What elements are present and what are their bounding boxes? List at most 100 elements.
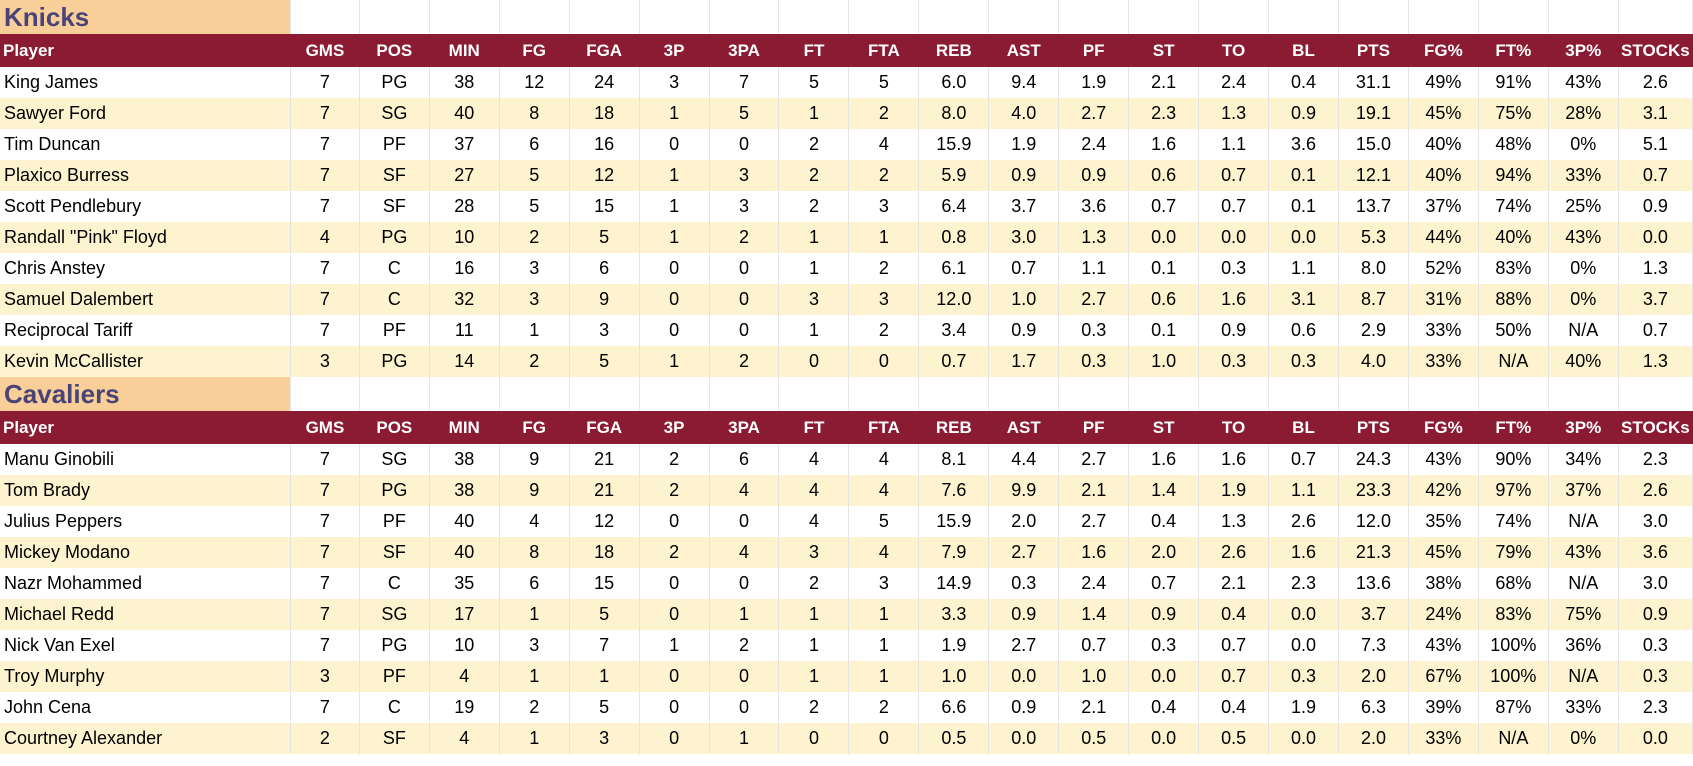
stat-cell[interactable]: 14.9 xyxy=(918,568,990,599)
stat-cell[interactable]: 1 xyxy=(639,160,710,191)
stat-cell[interactable]: 0.1 xyxy=(1268,160,1339,191)
stat-cell[interactable]: 33% xyxy=(1408,346,1479,377)
player-name-cell[interactable]: Plaxico Burress xyxy=(0,160,291,191)
column-header[interactable]: POS xyxy=(359,411,430,444)
column-header[interactable]: 3PA xyxy=(709,34,779,67)
stat-cell[interactable]: 2 xyxy=(778,568,850,599)
stat-cell[interactable]: 1.6 xyxy=(1128,129,1200,160)
stat-cell[interactable]: 3 xyxy=(848,284,920,315)
player-name-cell[interactable]: Kevin McCallister xyxy=(0,346,291,377)
stat-cell[interactable]: C xyxy=(359,284,430,315)
player-name-cell[interactable]: Julius Peppers xyxy=(0,506,291,537)
stat-cell[interactable]: 0 xyxy=(709,692,780,723)
stat-cell[interactable]: 2 xyxy=(499,346,570,377)
stat-cell[interactable]: 0.0 xyxy=(1268,222,1339,253)
stat-cell[interactable]: 0% xyxy=(1548,129,1619,160)
stat-cell[interactable]: 12.0 xyxy=(918,284,990,315)
column-header[interactable]: BL xyxy=(1268,411,1339,444)
stat-cell[interactable]: 15 xyxy=(569,568,640,599)
stat-cell[interactable]: 9 xyxy=(569,284,640,315)
stat-cell[interactable]: 2 xyxy=(639,444,710,475)
column-header[interactable]: FTA xyxy=(848,34,919,67)
stat-cell[interactable]: 40% xyxy=(1478,222,1549,253)
stat-cell[interactable]: 6.1 xyxy=(918,253,990,284)
stat-cell[interactable]: 1 xyxy=(848,661,920,692)
stat-cell[interactable]: 2.3 xyxy=(1618,444,1693,475)
stat-cell[interactable]: 0.0 xyxy=(1268,630,1339,661)
stat-cell[interactable]: 8.7 xyxy=(1338,284,1409,315)
stat-cell[interactable]: 3 xyxy=(499,284,570,315)
stat-cell[interactable]: 11 xyxy=(429,315,500,346)
stat-cell[interactable]: 2 xyxy=(709,346,780,377)
column-header[interactable]: PTS xyxy=(1338,411,1409,444)
stat-cell[interactable]: 2 xyxy=(499,222,570,253)
stat-cell[interactable]: SF xyxy=(359,537,430,568)
stat-cell[interactable]: 2.7 xyxy=(1058,444,1130,475)
stat-cell[interactable]: 2 xyxy=(639,475,710,506)
empty-cell[interactable] xyxy=(1128,377,1200,411)
stat-cell[interactable]: 0.3 xyxy=(1618,630,1693,661)
stat-cell[interactable]: 18 xyxy=(569,537,640,568)
stat-cell[interactable]: 5 xyxy=(499,160,570,191)
stat-cell[interactable]: 0.9 xyxy=(1198,315,1270,346)
player-name-cell[interactable]: Troy Murphy xyxy=(0,661,291,692)
stat-cell[interactable]: PF xyxy=(359,661,430,692)
stat-cell[interactable]: 0.9 xyxy=(988,315,1060,346)
stat-cell[interactable]: 0.4 xyxy=(1198,692,1270,723)
empty-cell[interactable] xyxy=(988,377,1060,411)
stat-cell[interactable]: 2.9 xyxy=(1338,315,1409,346)
stat-cell[interactable]: 0.5 xyxy=(918,723,990,754)
stat-cell[interactable]: 0.3 xyxy=(1268,346,1339,377)
stat-cell[interactable]: 2 xyxy=(848,98,920,129)
stat-cell[interactable]: 5 xyxy=(848,506,920,537)
stat-cell[interactable]: 1.0 xyxy=(1058,661,1130,692)
empty-cell[interactable] xyxy=(848,377,920,411)
stat-cell[interactable]: 0.0 xyxy=(1618,723,1693,754)
stat-cell[interactable]: SF xyxy=(359,160,430,191)
empty-cell[interactable] xyxy=(1198,0,1270,34)
stat-cell[interactable]: 5 xyxy=(569,346,640,377)
stat-cell[interactable]: 87% xyxy=(1478,692,1549,723)
stat-cell[interactable]: 15.9 xyxy=(918,129,990,160)
empty-cell[interactable] xyxy=(639,0,710,34)
stat-cell[interactable]: 2.3 xyxy=(1618,692,1693,723)
empty-cell[interactable] xyxy=(359,0,430,34)
stat-cell[interactable]: 4 xyxy=(778,506,850,537)
stat-cell[interactable]: 3 xyxy=(290,346,360,377)
column-header[interactable]: MIN xyxy=(429,411,500,444)
stat-cell[interactable]: 3.0 xyxy=(988,222,1060,253)
stat-cell[interactable]: 38% xyxy=(1408,568,1479,599)
stat-cell[interactable]: 40% xyxy=(1408,160,1479,191)
stat-cell[interactable]: 79% xyxy=(1478,537,1549,568)
stat-cell[interactable]: 1 xyxy=(848,630,920,661)
column-header[interactable]: FG xyxy=(499,34,570,67)
column-header[interactable]: TO xyxy=(1198,34,1269,67)
stat-cell[interactable]: 0 xyxy=(778,723,850,754)
stat-cell[interactable]: N/A xyxy=(1548,315,1619,346)
stat-cell[interactable]: 0.5 xyxy=(1198,723,1270,754)
stat-cell[interactable]: 2.6 xyxy=(1268,506,1339,537)
stat-cell[interactable]: 5 xyxy=(778,67,850,98)
stat-cell[interactable]: 1.9 xyxy=(1198,475,1270,506)
stat-cell[interactable]: 0 xyxy=(639,723,710,754)
empty-cell[interactable] xyxy=(988,0,1060,34)
stat-cell[interactable]: 5.1 xyxy=(1618,129,1693,160)
stat-cell[interactable]: 0.9 xyxy=(1058,160,1130,191)
stat-cell[interactable]: 38 xyxy=(429,444,500,475)
column-header[interactable]: 3P xyxy=(639,34,710,67)
player-name-cell[interactable]: King James xyxy=(0,67,291,98)
empty-cell[interactable] xyxy=(359,377,430,411)
stat-cell[interactable]: 5 xyxy=(499,191,570,222)
column-header[interactable]: PTS xyxy=(1338,34,1409,67)
stat-cell[interactable]: 15.0 xyxy=(1338,129,1409,160)
stat-cell[interactable]: 5 xyxy=(709,98,780,129)
player-name-cell[interactable]: Mickey Modano xyxy=(0,537,291,568)
stat-cell[interactable]: C xyxy=(359,692,430,723)
stat-cell[interactable]: SF xyxy=(359,723,430,754)
stat-cell[interactable]: 5 xyxy=(569,692,640,723)
stat-cell[interactable]: 37 xyxy=(429,129,500,160)
stat-cell[interactable]: 74% xyxy=(1478,191,1549,222)
empty-cell[interactable] xyxy=(709,0,780,34)
stat-cell[interactable]: 2.3 xyxy=(1268,568,1339,599)
stat-cell[interactable]: 1.1 xyxy=(1058,253,1130,284)
